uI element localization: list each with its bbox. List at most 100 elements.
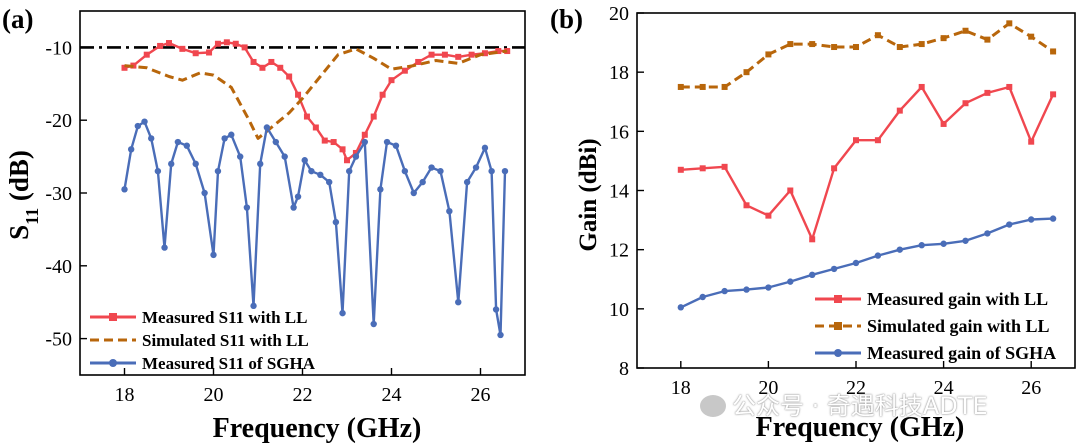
y-tick-label: 20 [609, 3, 629, 25]
panel-b-x-axis-label: Frequency (GHz) [756, 412, 965, 443]
x-tick-label: 26 [471, 384, 491, 406]
data-point [121, 186, 128, 193]
data-point [210, 251, 217, 259]
data-point [317, 171, 324, 178]
wechat-icon [700, 395, 726, 417]
data-point [330, 139, 337, 146]
data-point [962, 237, 969, 244]
data-point [250, 302, 257, 310]
data-point [143, 51, 150, 58]
y-tick-label: 14 [609, 181, 629, 203]
y-tick-label: -50 [45, 329, 72, 351]
data-point [183, 142, 190, 149]
panel-a-label: (a) [2, 4, 33, 34]
data-point [392, 142, 400, 149]
data-point [346, 167, 353, 175]
data-point [765, 212, 772, 219]
data-point [277, 64, 284, 71]
data-point [294, 193, 302, 200]
data-point [1006, 20, 1013, 27]
data-point [831, 165, 838, 172]
data-point [853, 44, 859, 51]
panel-a-chart: (a) 18 20 22 24 26 -10 -20 -30 -40 -50 Frequency … [2, 4, 526, 444]
data-point [721, 287, 728, 295]
y-tick-label: -10 [45, 37, 72, 59]
data-point [214, 167, 222, 175]
data-point [830, 265, 838, 273]
legend-entry-2: Simulated S11 with LL [142, 331, 309, 350]
data-point [401, 167, 409, 175]
data-point [918, 83, 925, 90]
data-point [344, 157, 350, 164]
data-point [428, 164, 435, 171]
data-point [437, 167, 444, 175]
data-point [332, 218, 340, 226]
data-point [303, 113, 310, 120]
data-point [410, 189, 417, 197]
data-point [268, 58, 275, 65]
data-point [295, 91, 302, 98]
data-point [214, 40, 221, 47]
data-point [962, 100, 969, 107]
data-point [166, 40, 172, 47]
data-point [488, 167, 495, 175]
panel-b-plot-area [677, 20, 1057, 311]
y-tick-label: 10 [609, 299, 629, 321]
data-point [962, 27, 969, 34]
data-point [468, 51, 475, 58]
data-point [495, 48, 502, 55]
data-point [743, 69, 750, 76]
data-point [1028, 33, 1035, 40]
data-point [192, 160, 199, 168]
data-point [984, 36, 991, 43]
data-point [896, 44, 903, 51]
y-tick-label: -30 [45, 183, 72, 205]
data-point [259, 64, 266, 71]
panel-a-axes: 18 20 22 24 26 -10 -20 -30 -40 -50 [45, 10, 526, 406]
panel-a-legend: Measured S11 with LL Simulated S11 with L… [90, 308, 316, 373]
data-point [455, 53, 462, 60]
x-tick-label: 18 [671, 377, 691, 399]
data-point [326, 178, 333, 186]
data-point [787, 41, 794, 48]
data-point [809, 236, 816, 243]
panel-b-chart: (b) 18 20 22 24 26 8 10 12 14 16 18 20 Frequency (G… [550, 3, 1076, 443]
data-point [853, 137, 859, 144]
y-tick-label: 8 [619, 358, 629, 380]
y-tick-label: 18 [609, 62, 629, 84]
data-point [874, 252, 882, 259]
data-point [312, 124, 319, 131]
data-point [352, 153, 360, 160]
x-tick-label: 24 [382, 384, 402, 406]
data-point [257, 160, 264, 168]
panel-b-axes: 18 20 22 24 26 8 10 12 14 16 18 20 [609, 3, 1076, 399]
x-tick-label: 18 [115, 384, 135, 406]
data-point [388, 77, 395, 84]
data-point [237, 153, 244, 160]
data-point [401, 67, 408, 74]
data-point [940, 120, 947, 127]
data-point [677, 304, 684, 311]
data-point [232, 40, 239, 47]
data-point [984, 230, 991, 237]
legend-marker [109, 313, 117, 321]
legend-entry-1: Measured S11 with LL [142, 308, 307, 327]
data-point [455, 299, 462, 306]
panel-b-legend: Measured gain with LL Simulated gain with… [815, 289, 1056, 363]
panel-a-y-axis-label: S11 (dB) [4, 150, 42, 240]
legend-entry-3: Measured S11 of SGHA [142, 354, 316, 373]
data-point [1050, 91, 1057, 98]
data-point [379, 91, 386, 98]
data-point [301, 157, 308, 164]
x-tick-label: 22 [846, 377, 866, 399]
data-point [896, 107, 903, 114]
panel-b-label: (b) [550, 4, 583, 34]
data-point [1006, 221, 1013, 228]
data-point [361, 138, 368, 146]
data-point [765, 284, 772, 291]
data-point [121, 64, 128, 71]
data-point [174, 138, 182, 146]
y-tick-label: -40 [45, 256, 72, 278]
data-point [141, 118, 148, 125]
data-point [127, 146, 135, 153]
